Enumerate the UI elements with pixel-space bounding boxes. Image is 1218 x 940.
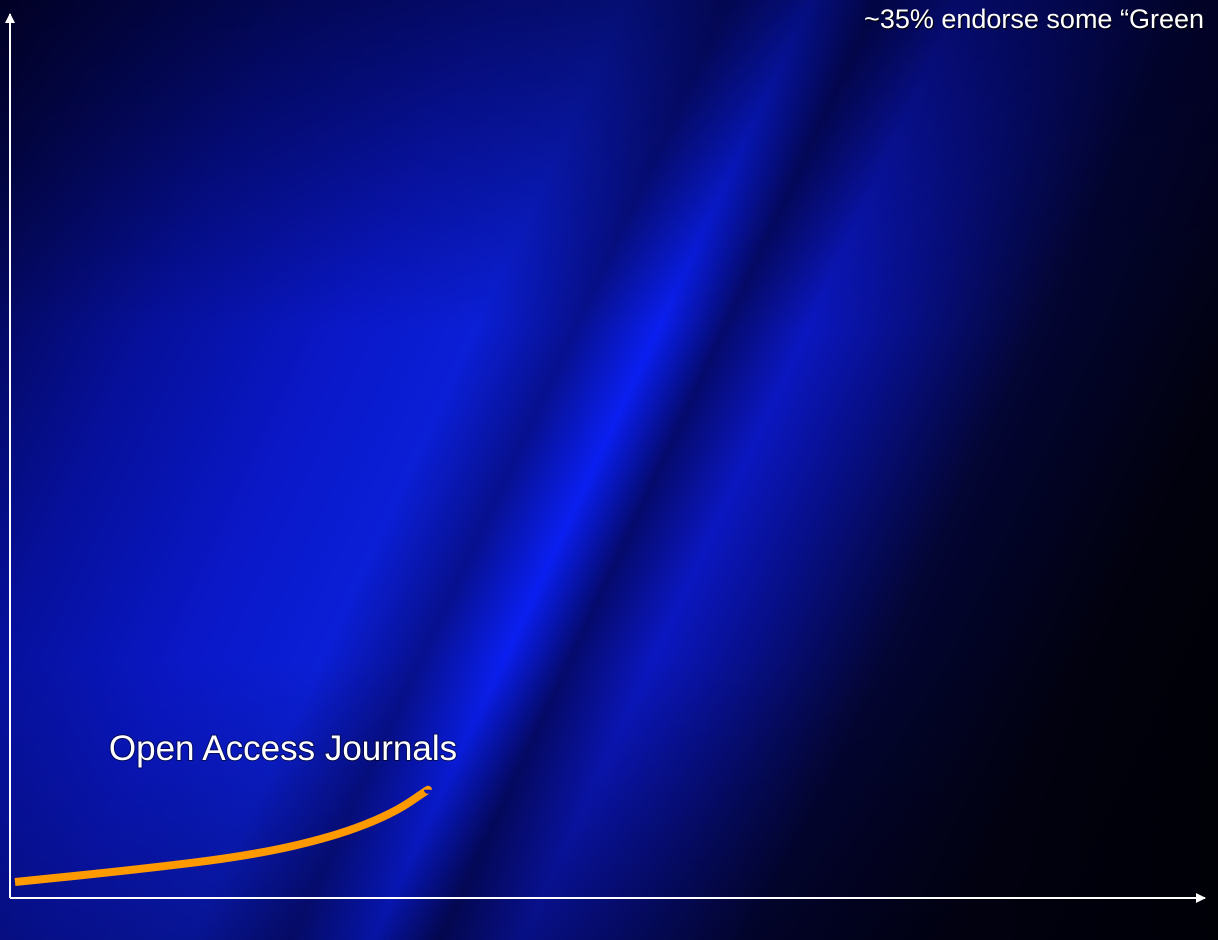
series-layer: Open Access Journals [14,728,458,886]
top-annotation: ~35% endorse some “Green [864,4,1204,34]
series-line-0 [14,785,432,886]
series-label-0: Open Access Journals [109,729,457,768]
